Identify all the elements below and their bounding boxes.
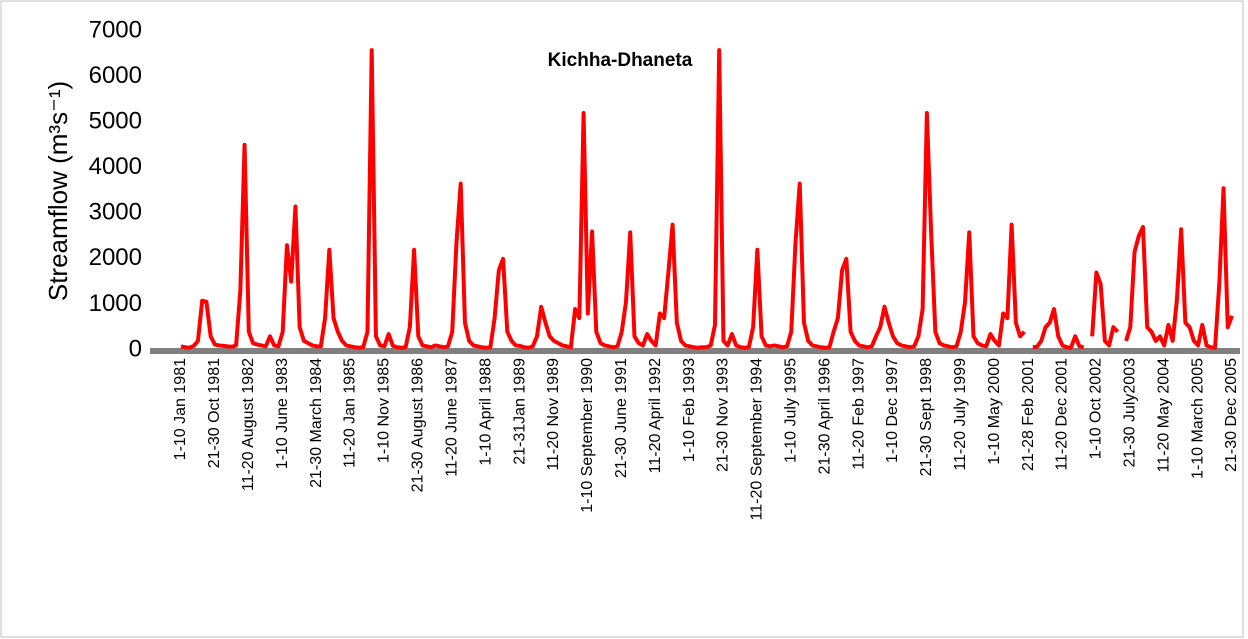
x-tick-label: 1-10 June 1983 — [274, 358, 291, 469]
x-tick-label: 21-30 Nov 1993 — [715, 358, 732, 472]
x-tick-label: 1-10 Oct 2002 — [1088, 358, 1105, 460]
x-tick-label: 1-10 April 1988 — [477, 358, 494, 466]
data-line — [180, 48, 1234, 350]
x-tick-label: 11-20 Nov 1989 — [545, 358, 562, 471]
x-tick-label: 11-20 May 2004 — [1155, 358, 1172, 473]
x-tick-label: 1-10 Nov 1985 — [376, 358, 393, 463]
x-tick-label: 1-10 July 1995 — [782, 358, 799, 463]
y-tick-label: 3000 — [89, 199, 142, 226]
x-tick-label: 11-20 September 1994 — [749, 358, 766, 521]
y-tick-label: 2000 — [89, 244, 142, 271]
x-tick-label: 21-30 August 1986 — [410, 358, 427, 492]
x-tick-label: 21-30 June 1991 — [613, 358, 630, 478]
x-tick-label: 11-20 Dec 2001 — [1054, 358, 1071, 471]
x-tick-label: 11-20 Jan 1985 — [342, 358, 359, 468]
x-tick-label: 21-30 Dec 2005 — [1223, 358, 1240, 472]
x-tick-label: 21-30 July2003 — [1122, 358, 1139, 468]
x-tick-label: 11-20 August 1982 — [240, 358, 257, 491]
x-tick-label: 1-10 May 2000 — [986, 358, 1003, 465]
x-tick-label: 11-20 Feb 1997 — [850, 358, 867, 470]
y-axis-title: Streamflow (m³s⁻¹) — [43, 81, 73, 301]
y-tick-label: 7000 — [89, 16, 142, 43]
y-tick-label: 0 — [129, 335, 142, 362]
x-tick-label: 11-20 July 1999 — [952, 358, 969, 471]
x-tick-label: 1-10 September 1990 — [579, 358, 596, 513]
x-tick-label: 21-30 Sept 1998 — [918, 358, 935, 476]
x-tick-label: 11-20 April 1992 — [647, 358, 664, 473]
y-tick-label: 6000 — [89, 62, 142, 89]
y-tick-label: 4000 — [89, 153, 142, 180]
y-tick-label: 5000 — [89, 107, 142, 134]
x-tick-label: 1-10 Dec 1997 — [884, 358, 901, 463]
x-tick-label: 1-10 March 2005 — [1189, 358, 1206, 479]
x-tick-label: 21-30 March 1984 — [308, 358, 325, 488]
x-tick-label: 21-28 Feb 2001 — [1020, 358, 1037, 471]
y-tick-label: 1000 — [89, 290, 142, 317]
x-tick-label: 1-10 Feb 1993 — [681, 358, 698, 462]
x-tick-label: 1-10 Jan 1981 — [172, 358, 189, 460]
chart-title: Kichha-Dhaneta — [548, 50, 693, 71]
x-tick-label: 11-20 June 1987 — [443, 358, 460, 477]
x-tick-label: 21-30 Oct 1981 — [206, 358, 223, 468]
x-tick-label: 21-31Jan 1989 — [511, 358, 528, 465]
x-tick-label: 21-30 April 1996 — [816, 358, 833, 475]
